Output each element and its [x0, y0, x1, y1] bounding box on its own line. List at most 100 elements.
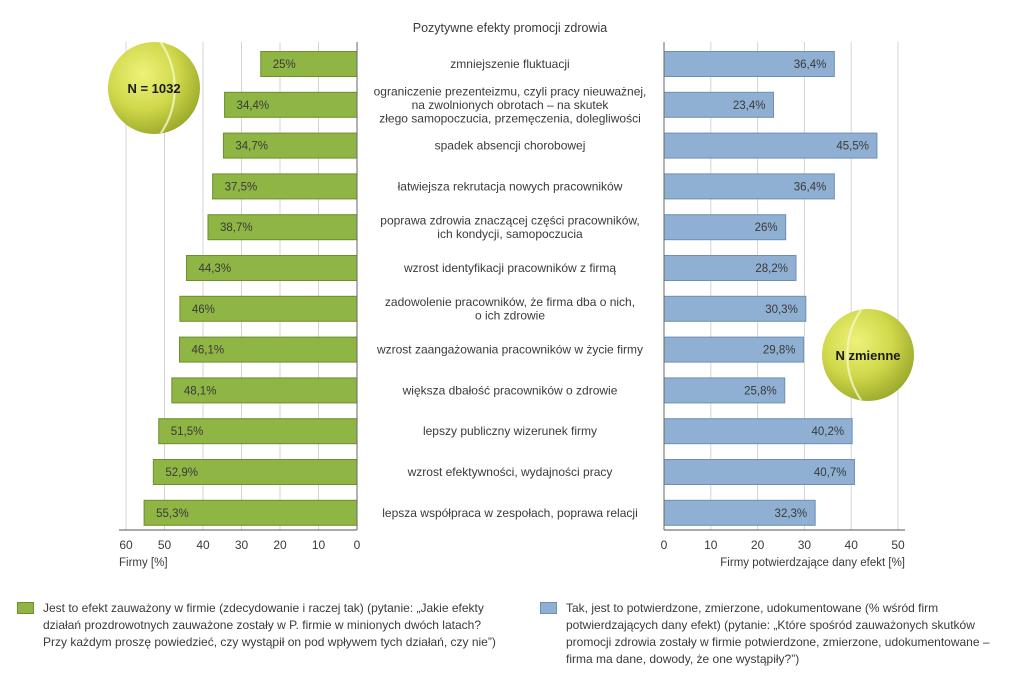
- right-tick-label: 0: [661, 538, 668, 552]
- category-label: spadek absencji chorobowej: [435, 139, 586, 153]
- left-value-label: 51,5%: [171, 426, 204, 438]
- left-value-label: 38,7%: [220, 222, 253, 234]
- ball-seam-icon: [159, 42, 176, 134]
- left-bar: [185, 255, 358, 281]
- left-value-label: 46,1%: [192, 345, 225, 357]
- right-value-label: 45,5%: [836, 141, 869, 153]
- left-value-label: 34,4%: [237, 100, 270, 112]
- left-bar: [207, 214, 358, 241]
- right-value-label: 29,8%: [763, 345, 796, 357]
- category-label: większa dbałość pracowników o zdrowie: [402, 383, 618, 397]
- right-tick-label: 10: [704, 538, 718, 552]
- right-value-label: 25,8%: [744, 385, 777, 397]
- ball-seam-icon: [846, 309, 863, 401]
- right-bar: [663, 336, 804, 363]
- right-value-label: 30,3%: [765, 304, 798, 316]
- grid: [125, 42, 899, 530]
- category-label: ograniczenie prezenteizmu, czyli pracy n…: [374, 84, 647, 125]
- right-bar: [663, 132, 878, 159]
- right-badge: N zmienne: [822, 309, 914, 401]
- right-tick-label: 40: [845, 538, 859, 552]
- right-axis-title: Firmy potwierdzające dany efekt [%]: [720, 557, 905, 569]
- right-bar: [663, 377, 786, 404]
- category-label: łatwiejsza rekrutacja nowych pracowników: [398, 179, 623, 193]
- left-axis-title: Firmy [%]: [119, 557, 168, 569]
- category-label: wzrost efektywności, wydajności pracy: [407, 465, 613, 479]
- right-value-label: 40,2%: [812, 426, 845, 438]
- category-label-line: wzrost efektywności, wydajności pracy: [407, 465, 613, 479]
- category-label-line: większa dbałość pracowników o zdrowie: [402, 383, 618, 397]
- right-value-label: 32,3%: [775, 508, 808, 520]
- right-value-label: 36,4%: [794, 181, 827, 193]
- left-value-label: 48,1%: [184, 385, 217, 397]
- category-label: zadowolenie pracowników, że firma dba o …: [385, 295, 635, 323]
- right-value-label: 40,7%: [814, 467, 847, 479]
- category-label: lepsza współpraca w zespołach, poprawa r…: [382, 506, 637, 520]
- legend-blue-text: Tak, jest to potwierdzone, zmierzone, ud…: [566, 601, 990, 666]
- chart-title: Pozytywne efekty promocji zdrowia: [413, 21, 608, 35]
- left-tick-label: 60: [119, 538, 133, 552]
- left-tick-label: 30: [235, 538, 249, 552]
- category-label: poprawa zdrowia znaczącej części pracown…: [380, 213, 639, 241]
- left-value-label: 46%: [192, 304, 215, 316]
- left-value-label: 25%: [273, 59, 296, 71]
- right-value-label: 36,4%: [794, 59, 827, 71]
- left-bar: [152, 459, 358, 485]
- right-bar: [663, 418, 853, 445]
- legend-blue-swatch: [540, 602, 557, 614]
- right-bar: [663, 91, 775, 118]
- left-bar: [158, 418, 358, 445]
- left-bar: [222, 132, 358, 159]
- axes: 60 50 40 30 20 10 0 0 10 20 30 40 50 Firmy [%] Firmy p…: [119, 42, 905, 569]
- left-badge-label: N = 1032: [127, 81, 180, 96]
- left-value-label: 34,7%: [235, 141, 268, 153]
- left-bar: [171, 377, 358, 404]
- left-tick-label: 10: [312, 538, 326, 552]
- left-tick-label: 50: [158, 538, 172, 552]
- category-label-line: łatwiejsza rekrutacja nowych pracowników: [398, 179, 623, 193]
- left-bar: [224, 91, 358, 118]
- right-badge-label: N zmienne: [835, 348, 900, 363]
- category-label-line: poprawa zdrowia znaczącej części pracown…: [380, 213, 639, 227]
- right-value-label: 23,4%: [733, 100, 766, 112]
- category-label-line: spadek absencji chorobowej: [435, 139, 586, 153]
- badges: N = 1032 N zmienne: [108, 42, 914, 401]
- tennis-ball-icon: [822, 309, 914, 401]
- left-value-label: 52,9%: [165, 467, 198, 479]
- right-bar: [663, 295, 807, 322]
- right-value-label: 28,2%: [755, 263, 788, 275]
- left-tick-label: 40: [196, 538, 210, 552]
- left-bar: [179, 295, 358, 322]
- category-label-line: na zwolnionych obrotach – na skutek: [412, 98, 610, 112]
- left-badge: N = 1032: [108, 42, 200, 134]
- category-label-line: lepszy publiczny wizerunek firmy: [423, 424, 597, 438]
- right-tick-label: 30: [798, 538, 812, 552]
- right-bar: [663, 51, 835, 77]
- left-tick-label: 0: [354, 538, 361, 552]
- category-label-line: złego samopoczucia, przemęczenia, dolegl…: [379, 111, 640, 125]
- left-tick-label: 20: [273, 538, 287, 552]
- bars: 25% 36,4% 34,4% 23,4% 34,7% 45,5% 37,5% 36,4% 38…: [143, 51, 878, 526]
- category-label-line: zmniejszenie fluktuacji: [450, 57, 569, 71]
- legend-green-text: Jest to efekt zauważony w firmie (zdecyd…: [43, 601, 496, 649]
- right-bar: [663, 255, 797, 281]
- category-label-line: zadowolenie pracowników, że firma dba o …: [385, 295, 635, 309]
- tennis-ball-icon: [108, 42, 200, 134]
- right-bar: [663, 499, 816, 526]
- left-value-label: 44,3%: [198, 263, 231, 275]
- right-tick-label: 20: [751, 538, 765, 552]
- category-label: wzrost zaangażowania pracowników w życie…: [376, 343, 643, 357]
- category-label-line: wzrost identyfikacji pracowników z firmą: [403, 261, 616, 275]
- right-value-label: 26%: [755, 222, 778, 234]
- category-label-line: lepsza współpraca w zespołach, poprawa r…: [382, 506, 637, 520]
- category-label: zmniejszenie fluktuacji: [450, 57, 569, 71]
- category-label-line: ich kondycji, samopoczucia: [437, 227, 583, 241]
- left-value-label: 55,3%: [156, 508, 189, 520]
- category-labels: zmniejszenie fluktuacji ograniczenie prez…: [374, 57, 647, 520]
- legend-green-swatch: [17, 602, 34, 614]
- category-label-line: ograniczenie prezenteizmu, czyli pracy n…: [374, 84, 647, 98]
- right-tick-label: 50: [891, 538, 905, 552]
- category-label-line: wzrost zaangażowania pracowników w życie…: [376, 343, 643, 357]
- category-label: lepszy publiczny wizerunek firmy: [423, 424, 597, 438]
